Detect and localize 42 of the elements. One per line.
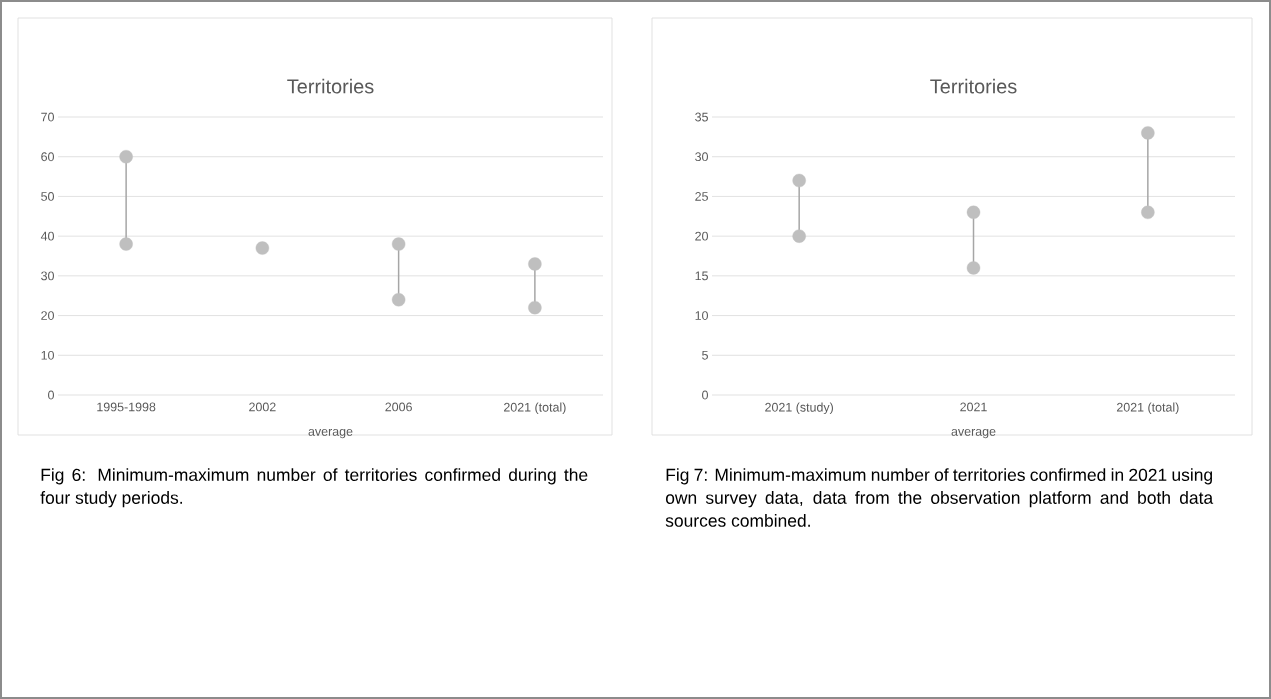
y-tick-label: 10: [695, 311, 708, 320]
chart-title: Territories: [930, 78, 1017, 94]
point: [1141, 126, 1155, 140]
point: [119, 237, 133, 251]
point: [119, 150, 133, 164]
y-tick-label: 5: [702, 350, 708, 360]
x-tick-label: 2021: [960, 402, 987, 412]
x-tick-label: 2021 (study): [765, 402, 833, 415]
point: [792, 229, 806, 243]
caption: Fig 7: Minimum-maximum number of territories confirmed in 2021 using own survey data, data from the observation platform and both data sources combined.: [665, 468, 1214, 527]
point: [966, 205, 981, 220]
y-tick-label: 30: [695, 152, 708, 162]
y-tick-label: 35: [695, 112, 708, 122]
y-tick-label: 0: [702, 390, 708, 400]
point: [255, 241, 270, 255]
x-tick-label: 2021 (total): [1116, 402, 1179, 415]
y-tick-label: 20: [41, 311, 54, 320]
y-tick-label: 70: [41, 112, 54, 122]
caption: Fig 6: Minimum-maximum number of territories confirmed during the four study periods.: [40, 468, 588, 508]
point: [391, 237, 406, 251]
point: [391, 292, 406, 307]
y-tick-label: 60: [41, 152, 54, 162]
x-axis-title: average: [308, 428, 353, 439]
point: [528, 257, 542, 271]
y-tick-label: 0: [48, 390, 54, 400]
point: [966, 261, 981, 275]
y-tick-label: 20: [695, 231, 708, 241]
point: [528, 300, 542, 315]
y-tick-label: 15: [695, 271, 708, 281]
x-tick-label: 2021 (total): [504, 402, 566, 415]
y-tick-label: 40: [40, 231, 54, 241]
x-tick-label: 2002: [249, 402, 276, 412]
x-axis-title: average: [951, 428, 996, 439]
y-tick-label: 25: [695, 192, 708, 201]
y-tick-label: 10: [41, 350, 54, 360]
x-tick-label: 2006: [385, 402, 412, 412]
point: [1141, 205, 1155, 220]
y-tick-label: 30: [41, 271, 54, 281]
chart-title: Territories: [287, 78, 374, 94]
point: [792, 173, 806, 188]
y-tick-label: 50: [41, 192, 54, 201]
x-tick-label: 1995-1998: [97, 402, 156, 412]
